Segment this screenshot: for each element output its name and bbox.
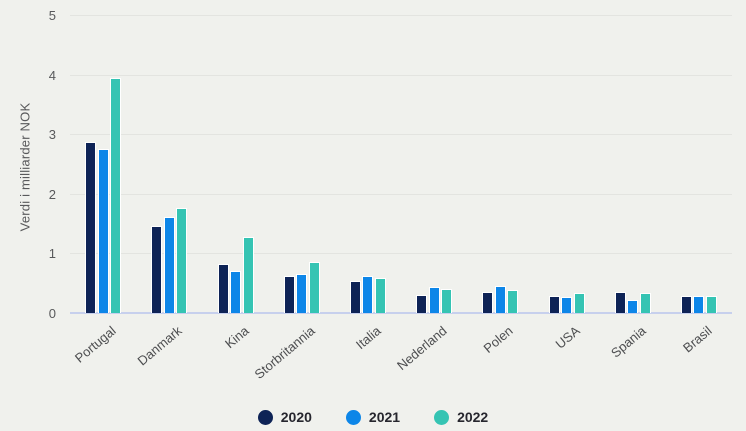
bar-2020-brasil[interactable] <box>680 296 692 313</box>
bar-2022-italia[interactable] <box>374 278 386 313</box>
bar-2020-portugal[interactable] <box>85 142 97 313</box>
bar-chart: Verdi i milliarder NOK 0 1 2 3 4 5 Portugal Dan… <box>17 8 732 425</box>
bar-2021-polen[interactable] <box>494 286 506 313</box>
y-tick-label: 2 <box>48 186 56 202</box>
gridline <box>70 134 732 135</box>
legend-dot-icon <box>345 409 361 425</box>
legend-item-2022[interactable]: 2022 <box>434 409 488 425</box>
legend-label: 2020 <box>280 409 312 425</box>
bar-2022-brasil[interactable] <box>705 296 717 313</box>
bar-2020-storbritannia[interactable] <box>283 276 295 313</box>
y-tick-label: 4 <box>48 67 56 83</box>
bar-2020-italia[interactable] <box>349 281 361 313</box>
bar-2022-portugal[interactable] <box>110 78 122 313</box>
gridline <box>70 15 732 16</box>
legend: 2020 2021 2022 <box>0 409 746 425</box>
y-tick-label: 5 <box>48 8 56 23</box>
bar-2022-usa[interactable] <box>573 293 585 313</box>
bar-2021-italia[interactable] <box>362 276 374 313</box>
bar-2022-danmark[interactable] <box>176 208 188 313</box>
bar-2021-nederland[interactable] <box>428 287 440 313</box>
bar-2021-spania[interactable] <box>627 300 639 313</box>
legend-label: 2022 <box>457 409 489 425</box>
bar-2021-kina[interactable] <box>230 271 241 313</box>
y-tick-label: 3 <box>48 127 56 142</box>
bar-2020-polen[interactable] <box>482 292 494 313</box>
y-tick-label: 1 <box>48 246 56 261</box>
y-tick-label: 0 <box>48 305 56 321</box>
legend-item-2020[interactable]: 2020 <box>257 409 312 425</box>
bar-2020-spania[interactable] <box>614 292 626 313</box>
bar-2021-storbritannia[interactable] <box>296 274 308 313</box>
gridline <box>70 193 732 195</box>
legend-label: 2021 <box>368 409 401 425</box>
x-axis-line <box>70 312 732 314</box>
bar-2020-danmark[interactable] <box>151 226 163 313</box>
legend-dot-icon <box>257 409 273 425</box>
bar-2021-brasil[interactable] <box>693 296 705 313</box>
bar-2022-nederland[interactable] <box>441 289 453 313</box>
bar-2021-usa[interactable] <box>561 297 572 313</box>
bar-2022-kina[interactable] <box>242 237 254 313</box>
bar-2020-usa[interactable] <box>548 296 560 313</box>
y-axis-title: Verdi i milliarder NOK <box>17 102 33 232</box>
legend-item-2021[interactable]: 2021 <box>345 409 401 425</box>
bar-2022-storbritannia[interactable] <box>308 262 320 313</box>
bar-2020-kina[interactable] <box>217 264 229 313</box>
bar-2021-portugal[interactable] <box>97 149 109 313</box>
bar-2022-polen[interactable] <box>507 290 519 313</box>
gridline <box>70 74 732 76</box>
gridline <box>70 253 732 254</box>
bar-2021-danmark[interactable] <box>163 217 175 313</box>
bar-2020-nederland[interactable] <box>416 295 428 313</box>
bar-2022-spania[interactable] <box>639 293 651 313</box>
legend-dot-icon <box>434 409 450 425</box>
